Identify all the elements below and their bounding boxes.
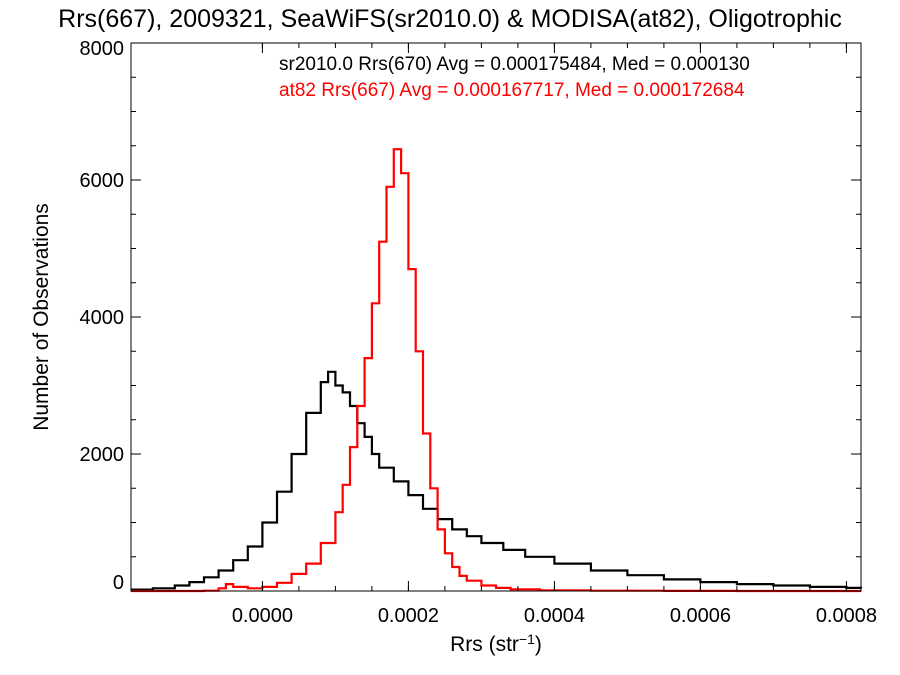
x-tick-label: 0.0000	[232, 605, 293, 627]
x-tick-label: 0.0004	[524, 605, 585, 627]
y-tick-label: 8000	[80, 38, 125, 60]
series-line-at82	[131, 148, 861, 593]
x-tick-label: 0.0002	[378, 605, 439, 627]
y-axis-label: Number of Observations	[30, 203, 53, 431]
plot-area	[131, 148, 863, 593]
x-tick-label: 0.0008	[816, 605, 877, 627]
x-tick-label: 0.0006	[670, 605, 731, 627]
legend-entry-at82: at82 Rrs(667) Avg = 0.000167717, Med = 0…	[279, 80, 745, 101]
chart-title: Rrs(667), 2009321, SeaWiFS(sr2010.0) & M…	[58, 5, 842, 33]
y-tick-label: 0	[113, 572, 124, 594]
plot-frame	[130, 42, 862, 592]
y-tick-label: 4000	[80, 307, 125, 329]
y-tick-label: 6000	[80, 170, 125, 192]
axis-ticks: 0.0000 0.0002 0.0004 0.0006 0.0008 0 2000 4000 6…	[80, 38, 877, 627]
legend-entry-sr2010: sr2010.0 Rrs(670) Avg = 0.000175484, Med…	[279, 54, 750, 75]
series-line-sr2010	[131, 370, 863, 591]
y-tick-label: 2000	[80, 444, 125, 466]
x-axis-label: Rrs (str−1)	[450, 631, 542, 656]
